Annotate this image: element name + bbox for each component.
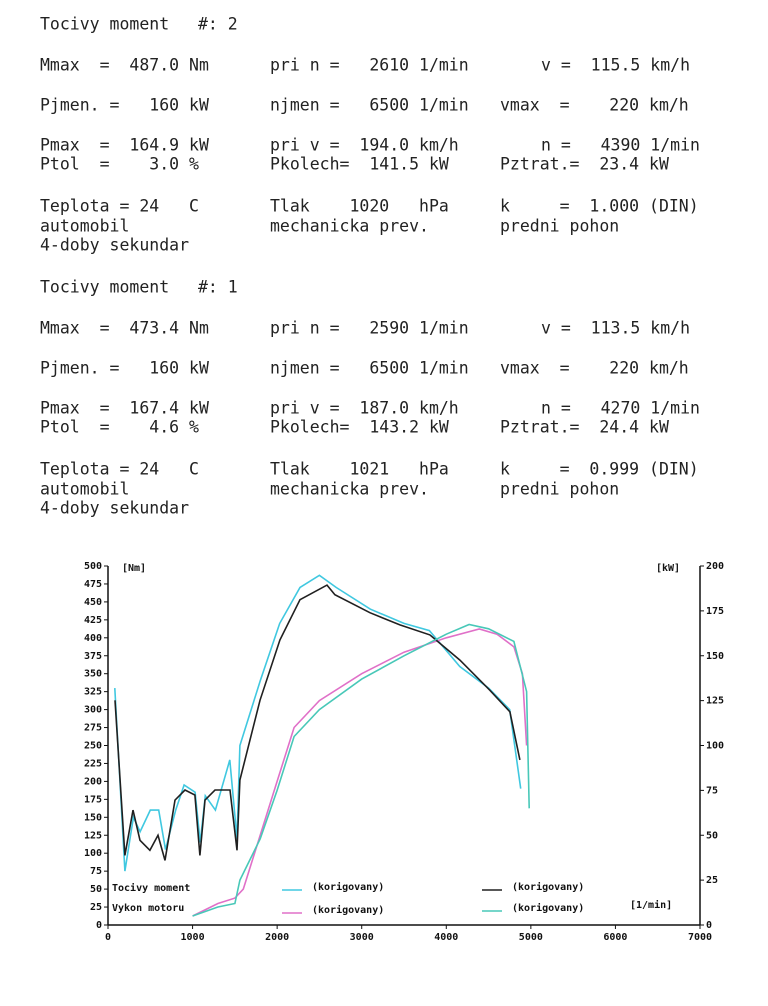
y-tick-label: 275 [84, 723, 102, 734]
y2-tick-label: 175 [706, 606, 724, 617]
report-cell: Teplota = 24 C [40, 197, 199, 216]
report-cell: Pztrat.= 23.4 kW [500, 155, 669, 174]
report-cell: k = 1.000 (DIN) [500, 197, 699, 216]
y-axis-label: [Nm] [122, 563, 146, 574]
y-tick-label: 125 [84, 830, 102, 841]
chart: 0255075100125150175200225250275300325350… [84, 561, 724, 943]
report-cell: predni pohon [500, 217, 619, 236]
x-axis-label: [1/min] [630, 899, 672, 911]
report-cell: njmen = 6500 1/min [270, 359, 469, 378]
y2-tick-label: 150 [706, 651, 724, 662]
y-tick-label: 375 [84, 651, 102, 662]
y-tick-label: 325 [84, 687, 102, 698]
y-tick-label: 25 [90, 902, 102, 913]
x-tick-label: 2000 [265, 932, 289, 943]
report-number: #: 2 [198, 15, 238, 34]
report-cell: mechanicka prev. [270, 217, 429, 236]
y-tick-label: 75 [90, 866, 102, 877]
report-cell: pri v = 194.0 km/h [270, 136, 459, 155]
report-title: Tocivy moment [40, 278, 169, 297]
report-cell: Pkolech= 141.5 kW [270, 155, 449, 174]
y-tick-label: 150 [84, 812, 102, 823]
y-tick-label: 200 [84, 776, 102, 787]
report-cell: n = 4390 1/min [541, 136, 700, 155]
report-cell: pri n = 2610 1/min [270, 56, 469, 75]
report-cell: pri n = 2590 1/min [270, 319, 469, 338]
y2-axis-label: [kW] [656, 563, 680, 574]
legend-label: (korigovany) [512, 902, 584, 914]
report-cell: pri v = 187.0 km/h [270, 399, 459, 418]
x-tick-label: 3000 [350, 932, 374, 943]
report-cell: njmen = 6500 1/min [270, 96, 469, 115]
x-tick-label: 6000 [603, 932, 627, 943]
y-tick-label: 250 [84, 741, 102, 752]
legend-label: (korigovany) [512, 881, 584, 893]
report-cell: Ptol = 3.0 % [40, 155, 199, 174]
report-cell: Mmax = 487.0 Nm [40, 56, 209, 75]
legend-label: (korigovany) [312, 881, 384, 893]
report-title: Tocivy moment [40, 15, 169, 34]
report-cell: Tlak 1020 hPa [270, 197, 449, 216]
y-tick-label: 400 [84, 633, 102, 644]
report-cell: automobil [40, 217, 129, 236]
legend-group: Tocivy moment [112, 882, 190, 894]
y-tick-label: 175 [84, 794, 102, 805]
x-tick-label: 1000 [181, 932, 205, 943]
report-cell: Pmax = 167.4 kW [40, 399, 209, 418]
series-line [114, 584, 521, 861]
report-cell: 4-doby sekundar [40, 236, 189, 255]
legend-label: (korigovany) [312, 904, 384, 916]
report-cell: 4-doby sekundar [40, 499, 189, 518]
report-cell: Pjmen. = 160 kW [40, 96, 209, 115]
x-tick-label: 5000 [519, 932, 543, 943]
y-tick-label: 350 [84, 669, 102, 680]
y-tick-label: 425 [84, 615, 102, 626]
y2-tick-label: 75 [706, 785, 718, 796]
y2-tick-label: 200 [706, 561, 724, 572]
report-cell: vmax = 220 km/h [500, 96, 689, 115]
report-cell: Pjmen. = 160 kW [40, 359, 209, 378]
y-tick-label: 300 [84, 705, 102, 716]
y-tick-label: 450 [84, 597, 102, 608]
y-tick-label: 475 [84, 579, 102, 590]
y2-tick-label: 25 [706, 875, 718, 886]
report-cell: automobil [40, 480, 129, 499]
series-line [114, 574, 522, 872]
series-line [192, 628, 528, 917]
x-tick-label: 4000 [434, 932, 458, 943]
report-cell: Ptol = 4.6 % [40, 418, 199, 437]
y2-tick-label: 125 [706, 696, 724, 707]
report-cell: n = 4270 1/min [541, 399, 700, 418]
y-tick-label: 50 [90, 884, 102, 895]
report-cell: Teplota = 24 C [40, 460, 199, 479]
report-cell: Pmax = 164.9 kW [40, 136, 209, 155]
reports: Tocivy moment #: 2 Mmax = 487.0 Nm pri n = … [40, 15, 700, 518]
y-tick-label: 500 [84, 561, 102, 572]
report-cell: predni pohon [500, 480, 619, 499]
x-tick-label: 7000 [688, 932, 712, 943]
series-line [192, 623, 530, 917]
report-cell: v = 115.5 km/h [541, 56, 690, 75]
report-cell: Pztrat.= 24.4 kW [500, 418, 669, 437]
report-cell: Tlak 1021 hPa [270, 460, 449, 479]
report-cell: k = 0.999 (DIN) [500, 460, 699, 479]
y2-tick-label: 0 [706, 920, 712, 931]
legend-group: Vykon motoru [112, 903, 184, 914]
report-cell: mechanicka prev. [270, 480, 429, 499]
y2-tick-label: 50 [706, 830, 718, 841]
report-number: #: 1 [198, 278, 238, 297]
report-cell: Pkolech= 143.2 kW [270, 418, 449, 437]
y-tick-label: 225 [84, 758, 102, 769]
report-cell: vmax = 220 km/h [500, 359, 689, 378]
y2-tick-label: 100 [706, 741, 724, 752]
x-tick-label: 0 [105, 932, 111, 943]
report-cell: Mmax = 473.4 Nm [40, 319, 209, 338]
report-cell: v = 113.5 km/h [541, 319, 690, 338]
y-tick-label: 0 [96, 920, 102, 931]
y-tick-label: 100 [84, 848, 102, 859]
